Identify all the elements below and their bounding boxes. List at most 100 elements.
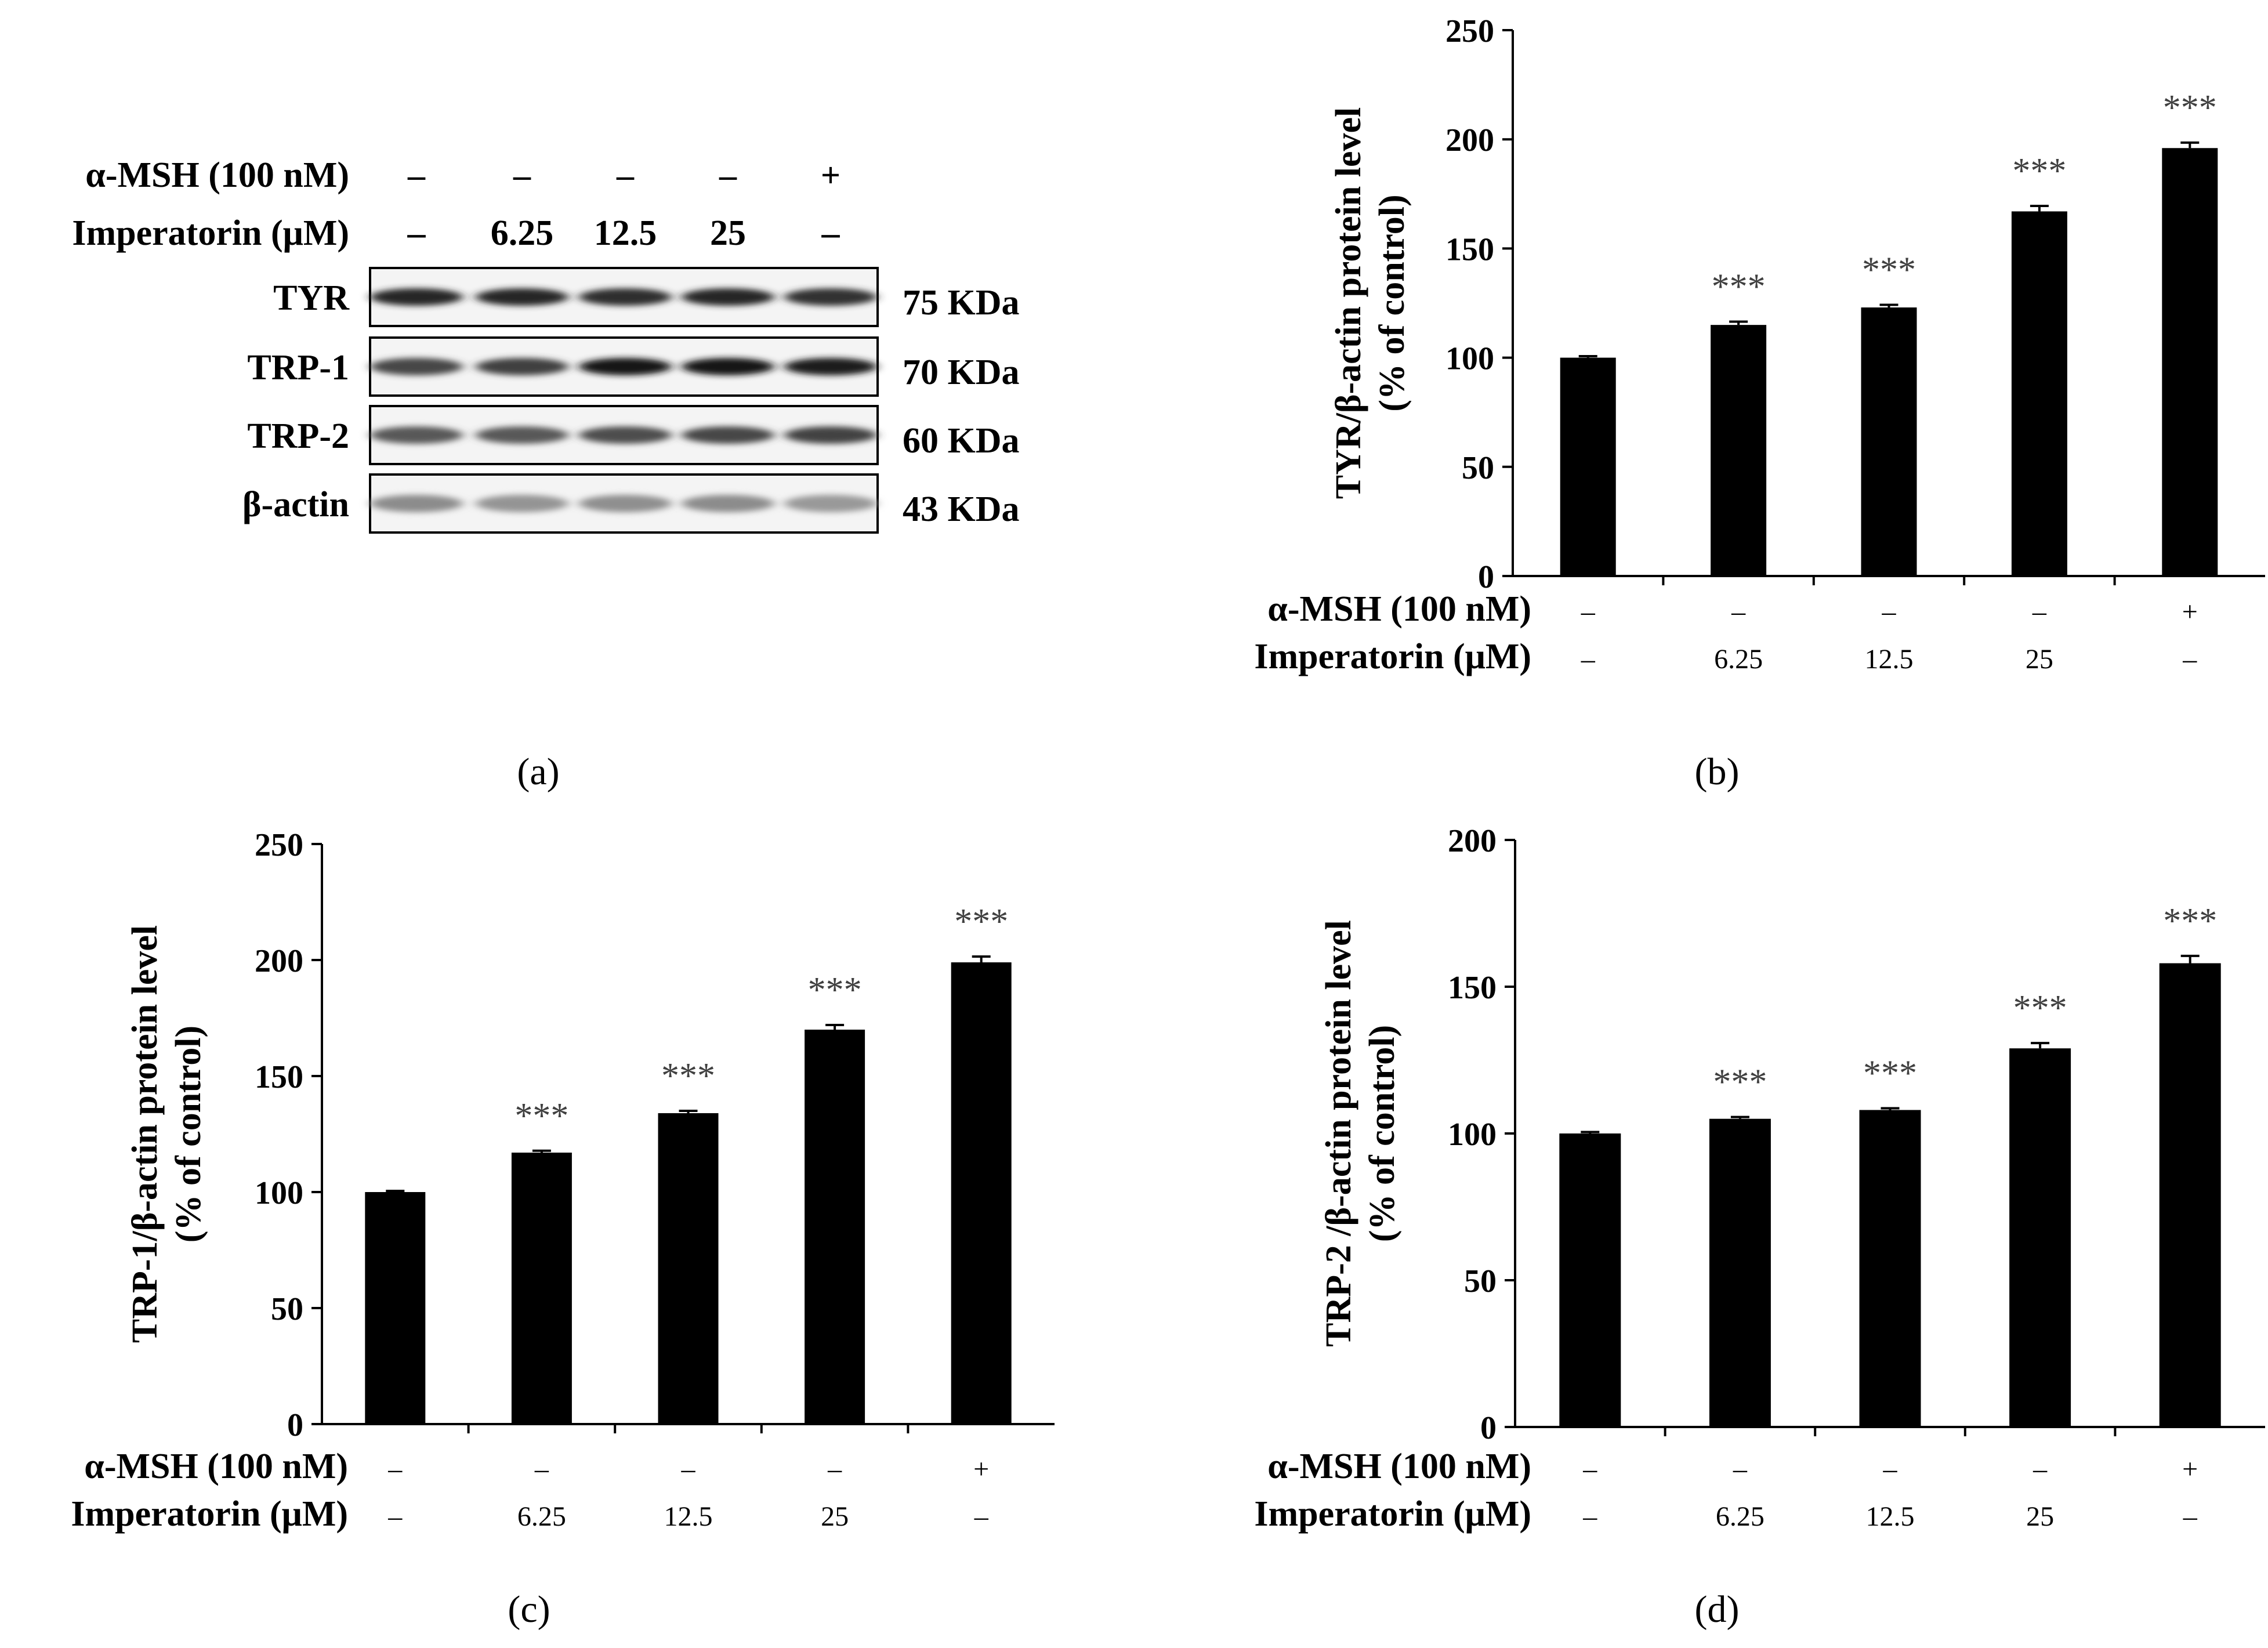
blot-band xyxy=(682,358,774,375)
bar xyxy=(1859,1110,1921,1427)
y-tick-label: 150 xyxy=(1448,970,1497,1006)
imperatorin-value: 25 xyxy=(2026,1501,2054,1532)
bar xyxy=(1560,357,1616,576)
imperatorin-value: 6.25 xyxy=(517,1501,566,1532)
blot-band xyxy=(370,288,463,306)
blot-band-kda: 60 KDa xyxy=(903,421,1020,461)
imperatorin-value: – xyxy=(1582,1501,1597,1532)
msh-value: – xyxy=(681,1454,696,1484)
significance-label: *** xyxy=(1863,1053,1917,1093)
y-tick-label: 150 xyxy=(1445,231,1494,267)
blot-row-label-msh: α-MSH (100 nM) xyxy=(85,155,349,195)
western-blot-panel: α-MSH (100 nM) Imperatorin (μM) – – – – + – 6.25… xyxy=(72,155,1019,793)
blot-band-label: TRP-2 xyxy=(247,416,349,456)
bar xyxy=(2009,1048,2071,1427)
blot-band xyxy=(370,358,463,375)
blot-band-label: TRP-1 xyxy=(247,348,349,387)
msh-value: + xyxy=(2182,596,2198,627)
msh-row-label: α-MSH (100 nM) xyxy=(1267,589,1531,629)
blot-band xyxy=(682,426,774,444)
bar xyxy=(2159,963,2221,1427)
significance-label: *** xyxy=(2163,88,2217,128)
blot-band xyxy=(682,495,774,512)
significance-label: *** xyxy=(515,1096,568,1136)
blot-band xyxy=(784,426,877,444)
blot-band xyxy=(784,495,877,512)
blot-msh-value: – xyxy=(719,156,737,194)
bar xyxy=(511,1153,572,1424)
msh-value: – xyxy=(1733,1454,1748,1484)
significance-label: *** xyxy=(1712,267,1766,306)
imperatorin-value: 25 xyxy=(2026,644,2053,675)
imperatorin-row-label: Imperatorin (μM) xyxy=(1254,637,1531,676)
imperatorin-value: 12.5 xyxy=(1866,1501,1915,1532)
msh-value: – xyxy=(827,1454,842,1484)
blot-band-kda: 75 KDa xyxy=(903,283,1020,323)
imperatorin-value: 12.5 xyxy=(1865,644,1914,675)
panel-caption: (d) xyxy=(1695,1588,1740,1631)
msh-row-label: α-MSH (100 nM) xyxy=(84,1447,348,1486)
blot-band xyxy=(784,288,877,306)
significance-label: *** xyxy=(1713,1063,1767,1102)
y-axis-label: (% of control) xyxy=(1363,1025,1402,1242)
imperatorin-value: – xyxy=(2183,1501,2198,1532)
blot-band xyxy=(476,358,568,375)
y-tick-label: 250 xyxy=(255,827,303,863)
msh-value: – xyxy=(534,1454,549,1484)
imperatorin-value: – xyxy=(2182,644,2197,675)
significance-label: *** xyxy=(2163,901,2217,941)
blot-imperatorin-value: 6.25 xyxy=(491,213,554,253)
bar xyxy=(1559,1133,1621,1427)
msh-value: – xyxy=(1882,596,1897,627)
significance-label: *** xyxy=(661,1056,715,1096)
blot-imperatorin-value: – xyxy=(407,213,426,253)
y-tick-label: 100 xyxy=(255,1175,303,1211)
blot-band xyxy=(579,426,672,444)
significance-label: *** xyxy=(954,902,1008,941)
blot-msh-value: + xyxy=(821,156,840,194)
y-axis-label: TYR/β-actin protein level xyxy=(1329,107,1368,499)
msh-value: – xyxy=(1582,1454,1597,1484)
y-tick-label: 0 xyxy=(287,1407,303,1443)
msh-value: – xyxy=(387,1454,403,1484)
imperatorin-row-label: Imperatorin (μM) xyxy=(1254,1494,1531,1534)
blot-msh-value: – xyxy=(616,156,635,194)
blot-band xyxy=(579,358,672,375)
y-axis-label: TRP-2 /β-actin protein level xyxy=(1319,920,1358,1347)
bar xyxy=(805,1030,865,1424)
panel-caption: (b) xyxy=(1695,751,1740,793)
blot-imperatorin-value: – xyxy=(821,213,840,253)
bar xyxy=(658,1113,719,1424)
y-tick-label: 0 xyxy=(1480,1410,1497,1446)
y-tick-label: 250 xyxy=(1445,13,1494,49)
blot-band xyxy=(682,288,774,306)
msh-value: + xyxy=(2182,1454,2198,1484)
msh-value: + xyxy=(973,1454,989,1484)
blot-band-label: β-actin xyxy=(242,485,349,524)
imperatorin-value: 6.25 xyxy=(1714,644,1763,675)
imperatorin-value: – xyxy=(1581,644,1596,675)
tyr-chart-panel: 0 50 100 150 200 250 *** *** *** *** TYR/β-actin p… xyxy=(1254,13,2265,793)
imperatorin-value: 6.25 xyxy=(1716,1501,1765,1532)
blot-band xyxy=(476,495,568,512)
y-tick-label: 200 xyxy=(1448,823,1497,859)
blot-band-kda: 43 KDa xyxy=(903,490,1020,529)
blot-row-label-imperatorin: Imperatorin (μM) xyxy=(72,213,349,253)
blot-band xyxy=(370,426,463,444)
y-axis-label: TRP-1/β-actin protein level xyxy=(125,925,165,1343)
y-tick-label: 0 xyxy=(1478,559,1494,595)
blot-band xyxy=(476,288,568,306)
significance-label: *** xyxy=(808,970,862,1010)
blot-msh-value: – xyxy=(407,156,426,194)
blot-band xyxy=(579,288,672,306)
blot-msh-value: – xyxy=(513,156,531,194)
blot-band xyxy=(579,495,672,512)
blot-imperatorin-value: 25 xyxy=(710,213,746,253)
imperatorin-row-label: Imperatorin (μM) xyxy=(71,1494,348,1534)
bar xyxy=(365,1192,426,1424)
imperatorin-value: 25 xyxy=(821,1501,849,1532)
imperatorin-value: 12.5 xyxy=(664,1501,713,1532)
y-axis-label: (% of control) xyxy=(1372,194,1412,411)
